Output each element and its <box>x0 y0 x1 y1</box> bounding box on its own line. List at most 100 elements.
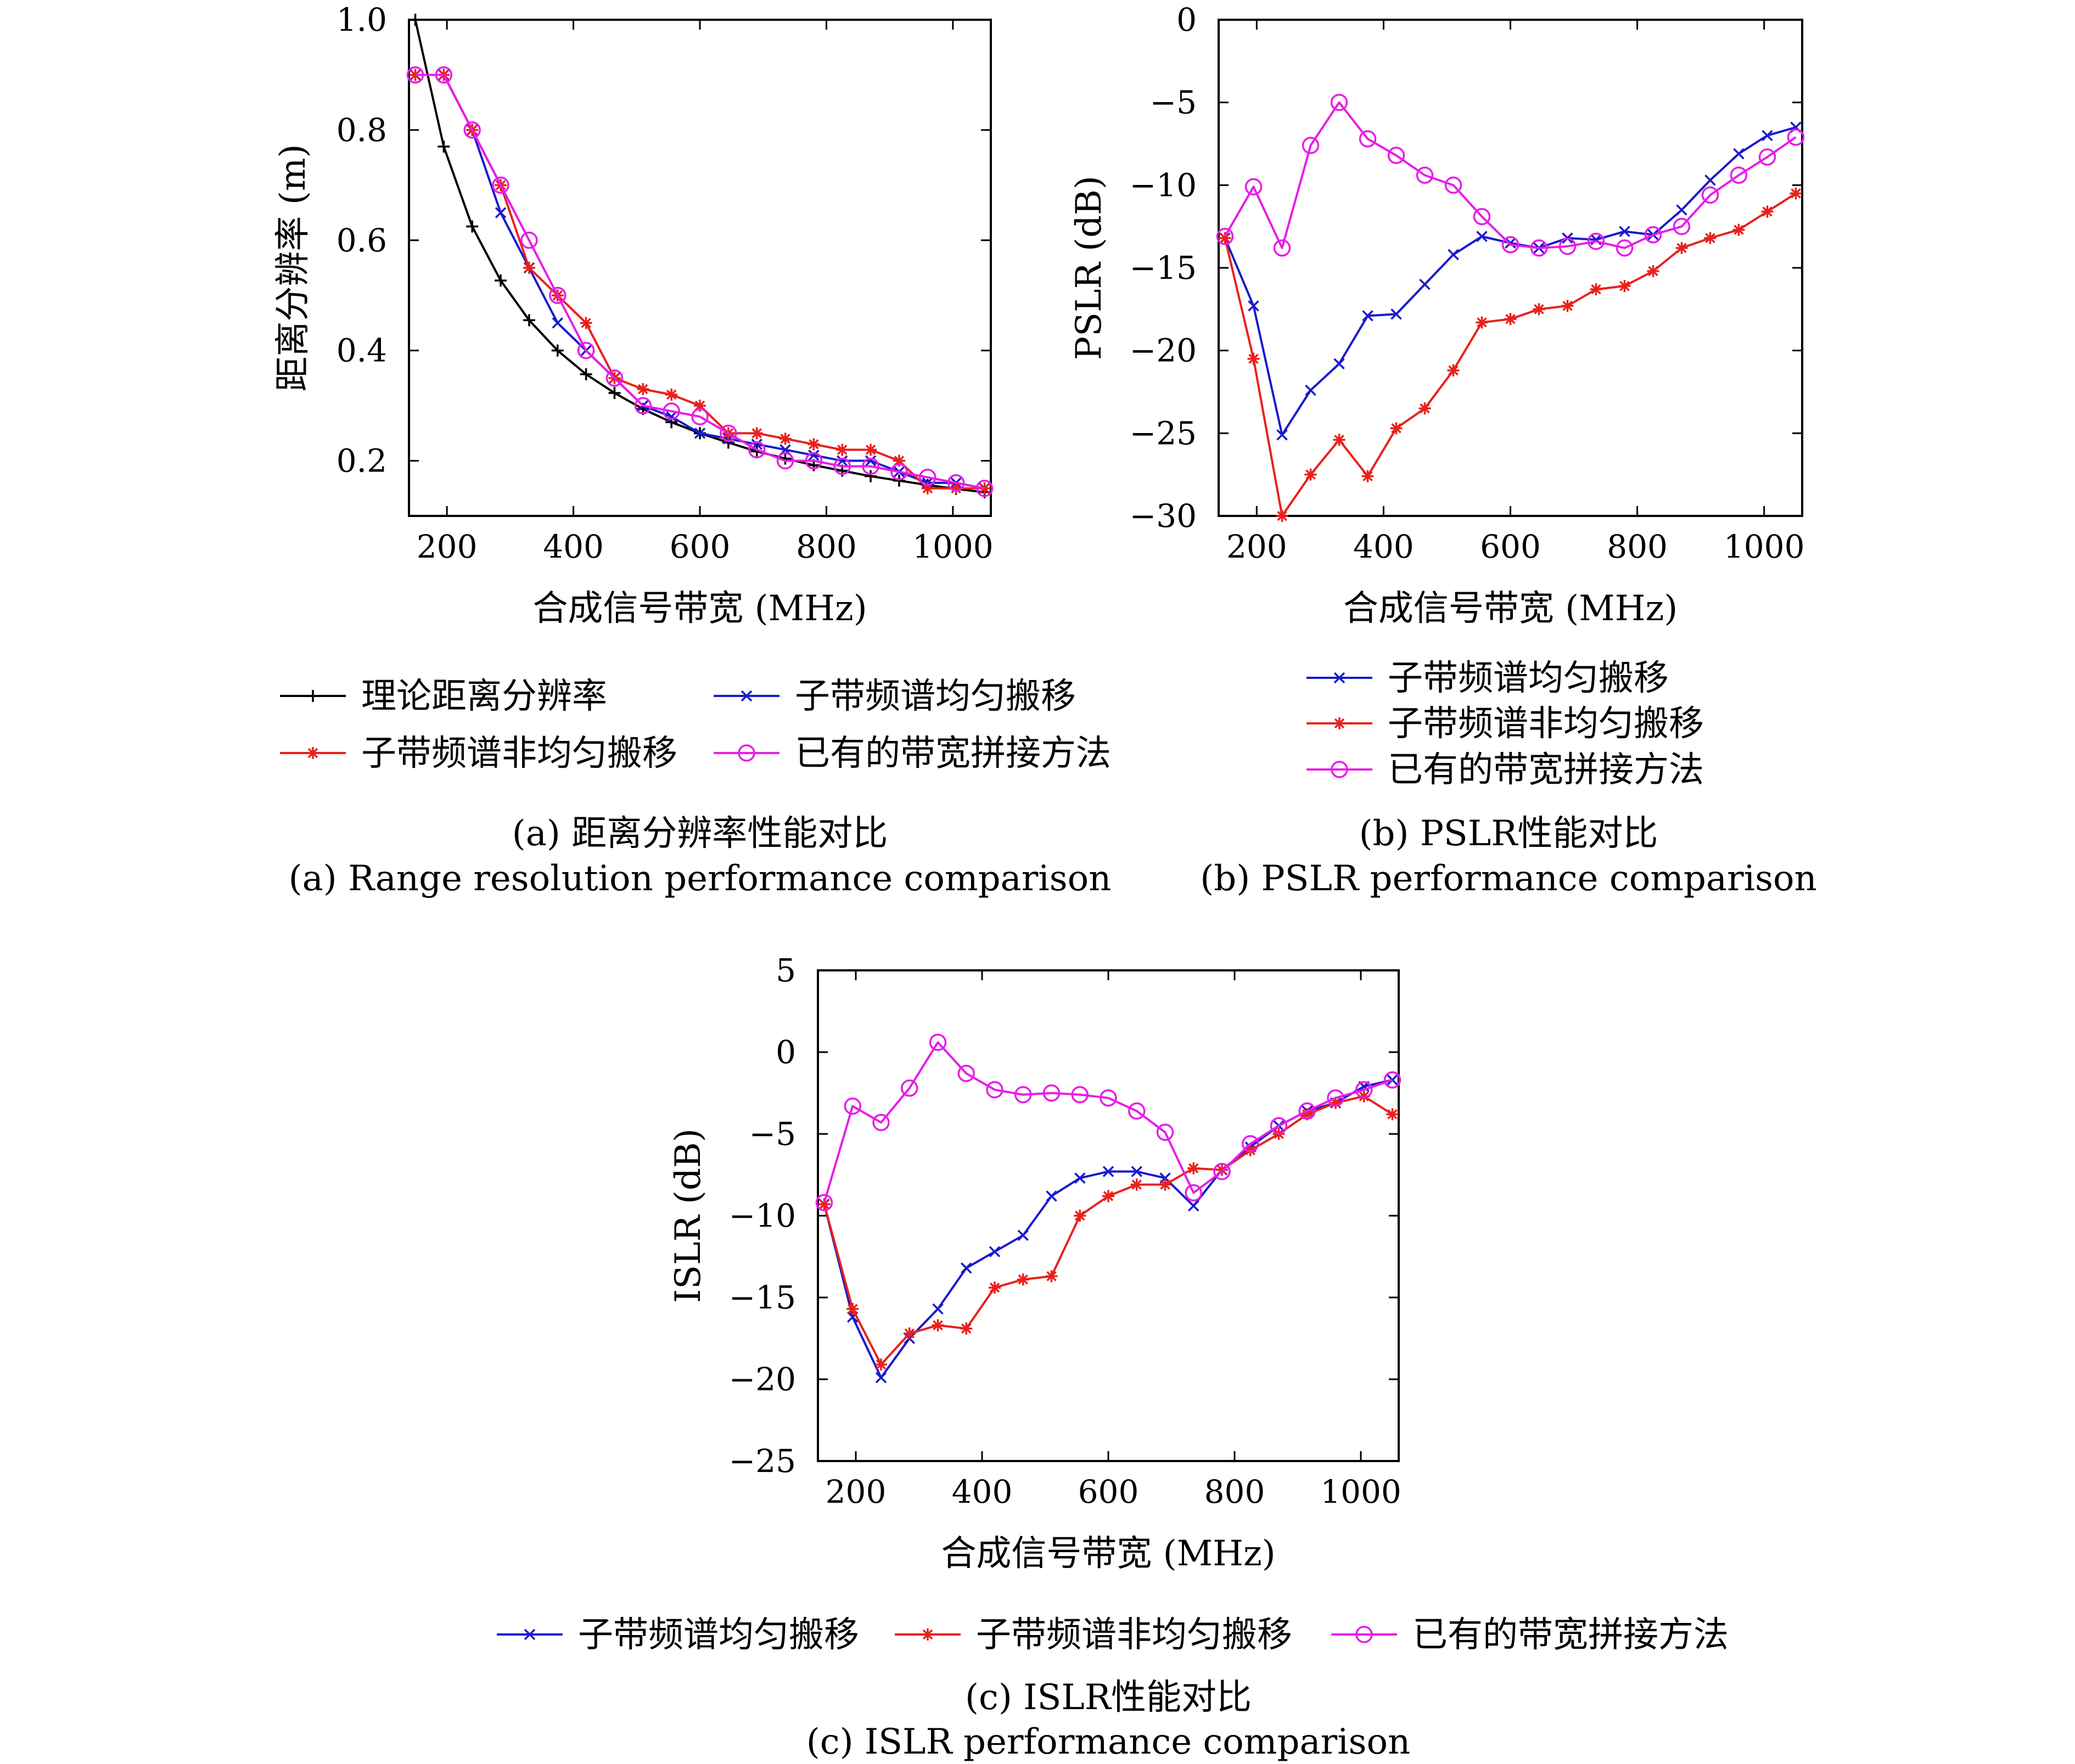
data-point-existing <box>691 408 709 425</box>
legend-item-theory: 理论距离分辨率 <box>280 676 607 717</box>
legend-label: 已有的带宽拼接方法 <box>1388 750 1704 790</box>
data-point-existing <box>1387 147 1405 164</box>
data-point-existing <box>986 1081 1003 1099</box>
data-point-existing <box>1473 207 1491 226</box>
legend-marker <box>1331 761 1348 778</box>
data-point-existing <box>634 397 652 414</box>
y-tick-label: −15 <box>729 1279 796 1316</box>
y-tick-label: 0 <box>1176 1 1197 38</box>
data-point-existing <box>1355 1081 1373 1099</box>
data-point-uniform <box>1733 148 1745 160</box>
x-tick-label: 600 <box>1078 1473 1139 1510</box>
data-point-uniform <box>1676 204 1687 216</box>
data-point-existing <box>776 452 794 470</box>
legend-label: 理论距离分辨率 <box>361 676 607 717</box>
series-uniform <box>1219 121 1802 441</box>
x-tick-label: 1000 <box>912 528 994 565</box>
data-point-nonuniform <box>1476 316 1488 329</box>
data-point-nonuniform <box>932 1319 944 1332</box>
data-point-existing <box>1701 186 1719 204</box>
legend-label: 子带频谱非均匀搬移 <box>361 733 677 774</box>
data-point-existing <box>748 441 766 459</box>
chart-b: 200 400 600 800 1000 −30 −25 −20 −15 −10 −5 0 合成信号带宽… <box>1069 1 1804 629</box>
series-line-existing <box>1224 101 1797 249</box>
y-tick-label: 0.6 <box>337 222 387 259</box>
caption-en-c: (c) ISLR performance comparison <box>806 1722 1411 1762</box>
data-point-nonuniform <box>779 432 792 445</box>
data-point-uniform <box>495 207 507 218</box>
data-point-nonuniform <box>665 389 678 401</box>
data-point-existing <box>1616 239 1634 257</box>
data-point-existing <box>929 1033 947 1051</box>
caption-cn-c: (c) ISLR性能对比 <box>965 1677 1252 1718</box>
data-point-existing <box>1330 93 1348 111</box>
legend-item-uniform: 子带频谱均匀搬移 <box>497 1615 859 1655</box>
data-point-existing <box>1185 1184 1202 1202</box>
data-point-uniform <box>552 317 563 329</box>
y-tick-label: −20 <box>1130 332 1197 369</box>
data-point-nonuniform <box>1361 470 1374 482</box>
data-point-existing <box>1244 178 1263 196</box>
data-point-existing <box>406 66 424 84</box>
data-point-nonuniform <box>1187 1162 1200 1175</box>
y-tick-label: −25 <box>729 1442 796 1480</box>
data-point-existing <box>1071 1086 1089 1104</box>
x-tick-label: 200 <box>417 528 478 565</box>
data-point-uniform <box>1074 1172 1086 1184</box>
data-point-uniform <box>665 411 677 423</box>
data-point-existing <box>1758 148 1776 166</box>
data-point-uniform <box>875 1372 887 1384</box>
plot-frame <box>408 19 992 517</box>
data-point-uniform <box>1505 237 1516 249</box>
data-point-existing <box>901 1079 918 1097</box>
data-point-existing <box>919 468 936 486</box>
data-point-existing <box>957 1064 975 1082</box>
data-point-existing <box>862 457 879 475</box>
y-tick-label: −5 <box>1150 84 1197 121</box>
data-point-existing <box>1501 236 1519 254</box>
x-tick-label: 400 <box>1353 528 1414 565</box>
data-point-nonuniform <box>1561 300 1574 312</box>
data-point-nonuniform <box>1704 232 1717 244</box>
legend-marker <box>1333 672 1345 684</box>
data-point-theory <box>438 141 450 153</box>
data-point-existing <box>1558 238 1577 255</box>
legend-marker <box>1355 1626 1373 1643</box>
series-nonuniform <box>818 1090 1399 1371</box>
data-point-nonuniform <box>893 454 905 467</box>
data-point-uniform <box>1017 1229 1029 1241</box>
data-point-theory <box>466 220 479 233</box>
data-point-nonuniform <box>1675 241 1688 254</box>
data-point-existing <box>1128 1102 1146 1120</box>
data-point-uniform <box>1276 429 1288 441</box>
data-point-nonuniform <box>1244 1144 1257 1156</box>
legend-label: 子带频谱均匀搬移 <box>1388 658 1669 699</box>
series-line-existing <box>415 74 985 490</box>
data-point-existing <box>833 457 851 475</box>
data-point-existing <box>605 369 624 387</box>
data-point-uniform <box>1131 1166 1142 1177</box>
chart-c: 200 400 600 800 1000 −25 −20 −15 −10 −5 0 5 合成信号带宽 (… <box>668 952 1401 1574</box>
series-nonuniform <box>1219 187 1802 522</box>
data-point-nonuniform <box>1333 434 1345 446</box>
data-point-existing <box>890 463 908 481</box>
data-point-nonuniform <box>694 400 706 412</box>
series-existing <box>406 66 994 497</box>
data-point-existing <box>815 1194 833 1211</box>
x-tick-label: 600 <box>1480 528 1541 565</box>
data-point-uniform <box>989 1246 1001 1257</box>
legend-item-existing: 已有的带宽拼接方法 <box>1331 1615 1729 1655</box>
data-point-nonuniform <box>846 1302 859 1315</box>
data-point-existing <box>492 176 509 194</box>
data-point-nonuniform <box>1790 187 1802 200</box>
y-tick-label: 5 <box>776 952 796 989</box>
data-point-nonuniform <box>1045 1270 1058 1283</box>
data-point-nonuniform <box>1732 223 1745 236</box>
legend-item-uniform: 子带频谱均匀搬移 <box>714 676 1076 717</box>
data-point-existing <box>1359 130 1377 148</box>
data-point-uniform <box>1188 1200 1199 1212</box>
data-point-existing <box>947 474 965 492</box>
data-point-uniform <box>1762 130 1773 142</box>
data-point-theory <box>893 474 905 487</box>
legend-item-existing: 已有的带宽拼接方法 <box>714 733 1111 774</box>
